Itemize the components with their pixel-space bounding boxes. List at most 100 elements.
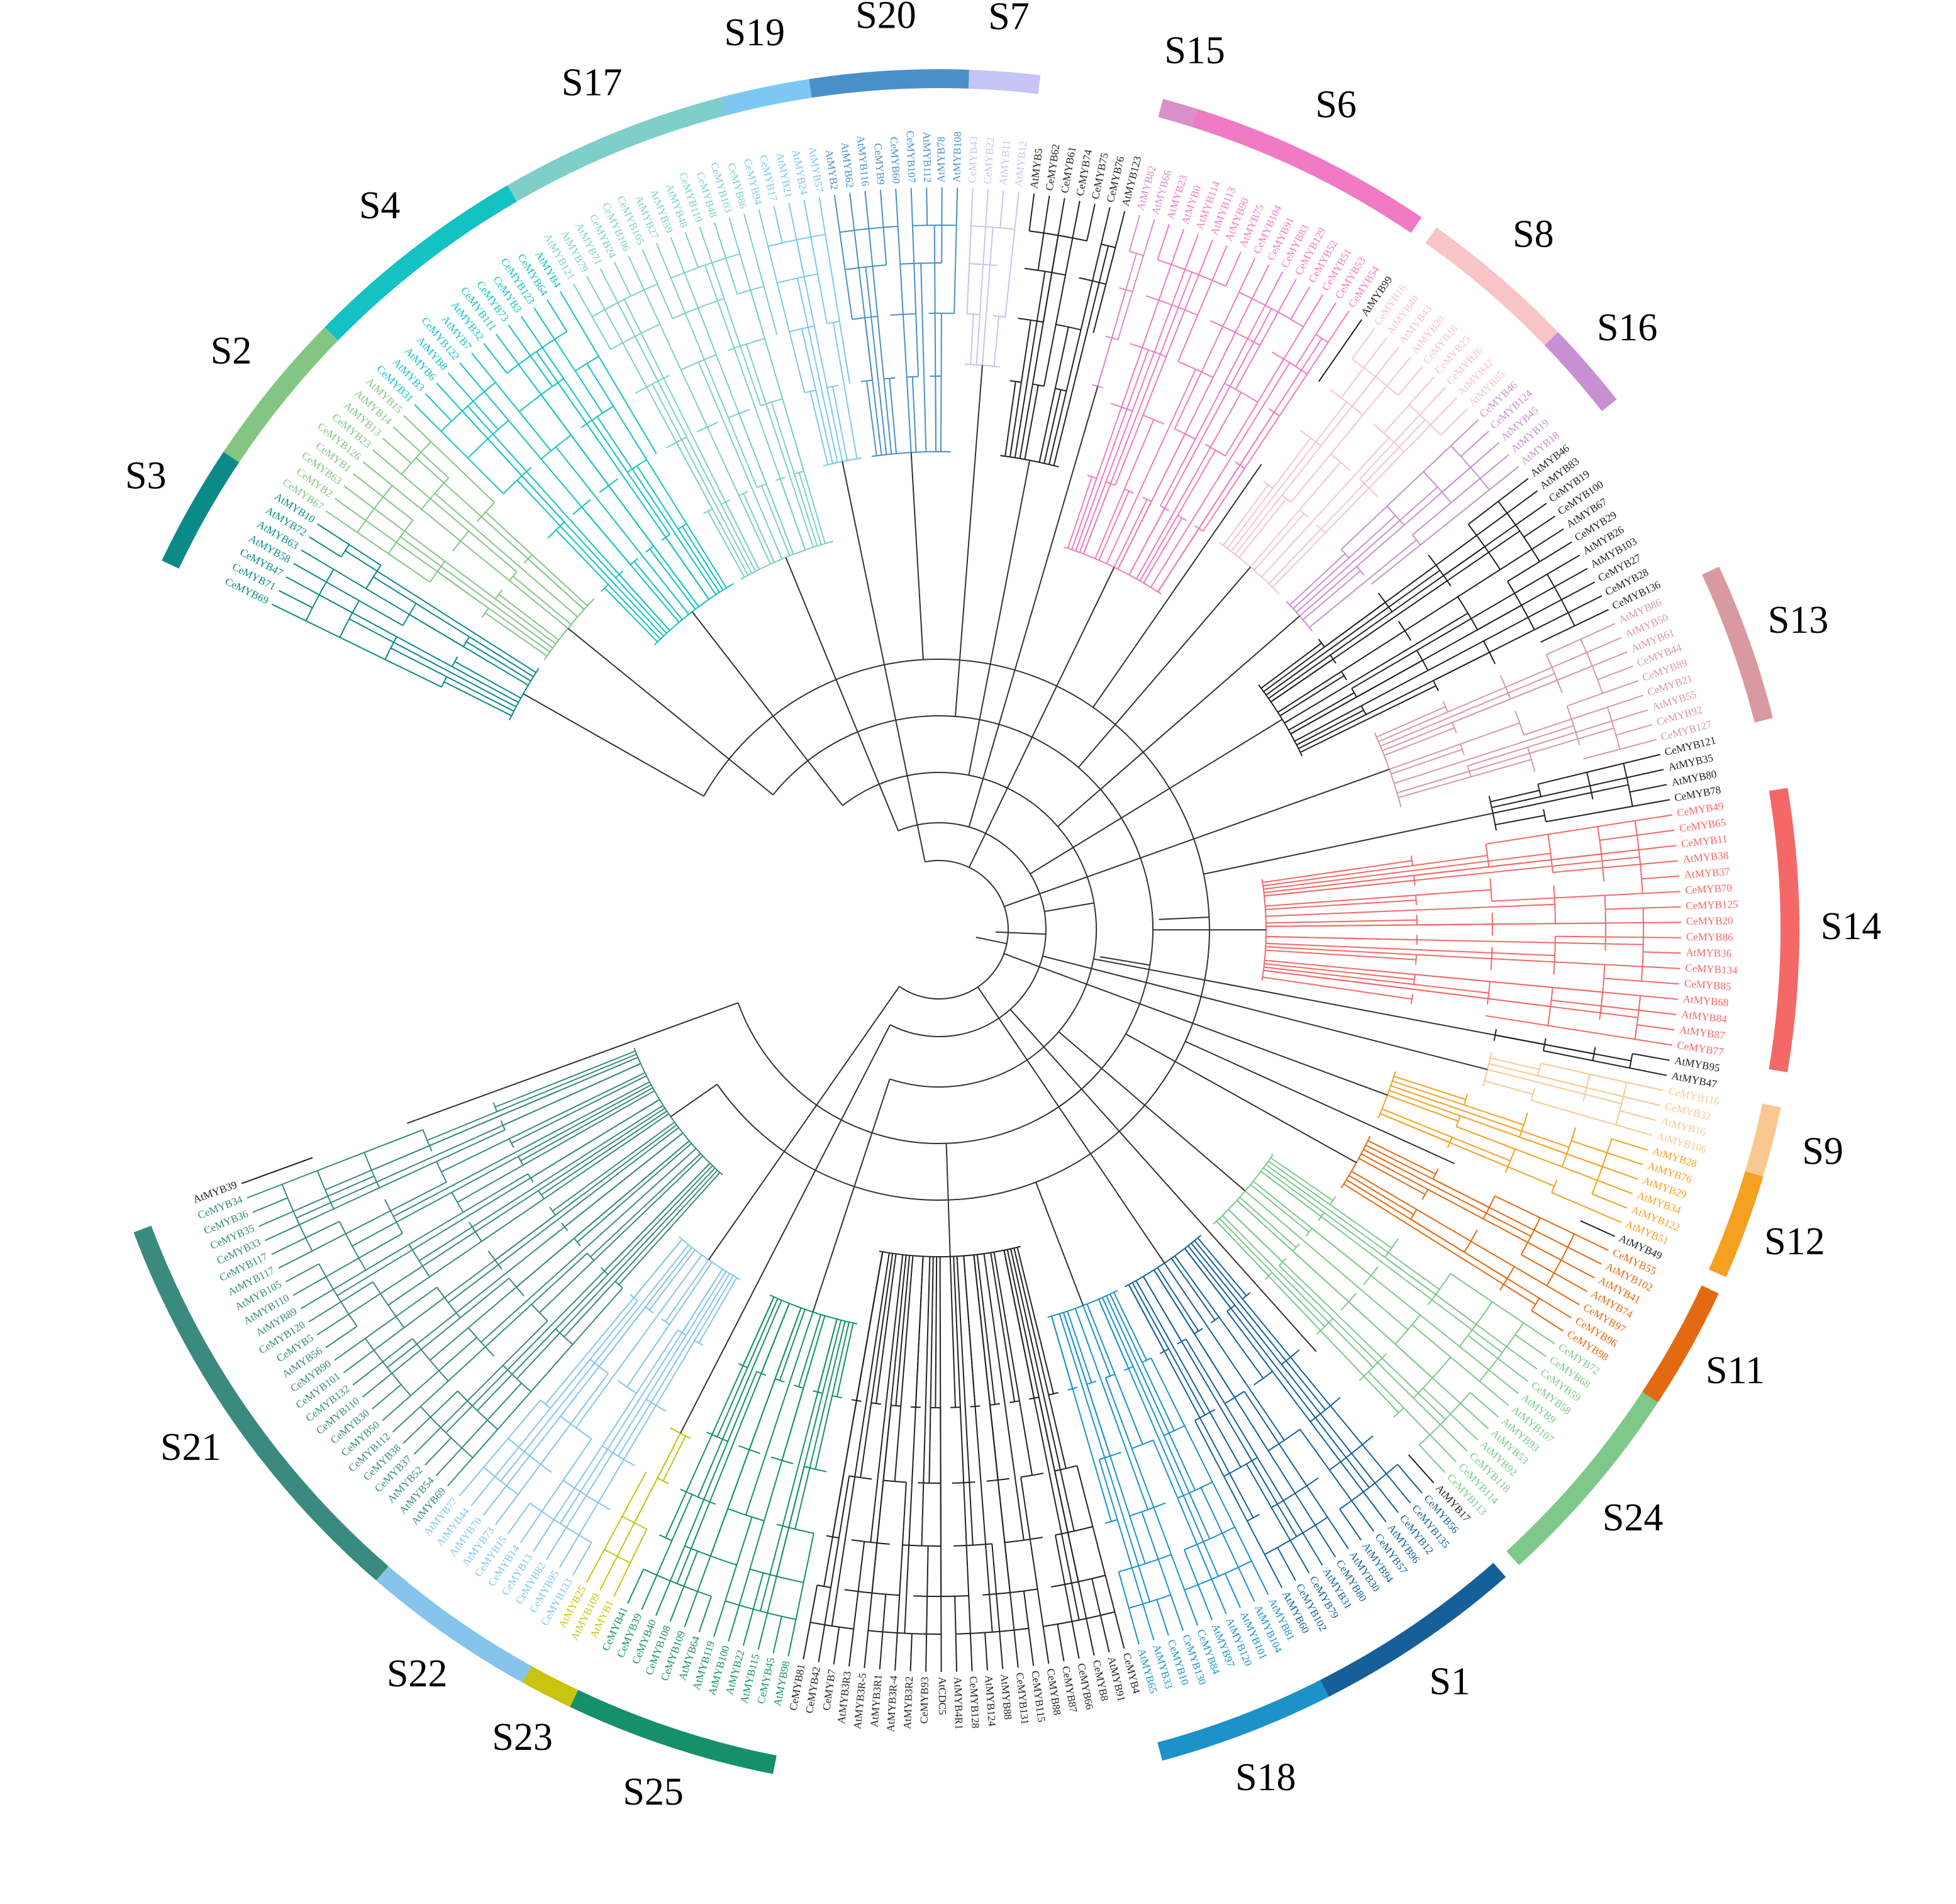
branch: [1398, 759, 1532, 799]
branch: [558, 1405, 657, 1568]
branch: [1632, 1053, 1670, 1061]
branch: [487, 1250, 503, 1270]
branch: [252, 1197, 288, 1213]
branch: [1143, 1276, 1298, 1537]
branch: [1076, 1465, 1125, 1649]
branch: [1109, 1293, 1175, 1432]
branch: [1038, 326, 1069, 463]
branch: [1491, 958, 1681, 969]
group-label-S20: S20: [855, 0, 916, 37]
clade-UC: AtMYB46AtMYB83CeMYB19CeMYB100AtMYB67CeMY…: [1528, 442, 1663, 612]
branch: [409, 613, 529, 686]
clade-S17: AtMYB121AtMYB79AtMYB71CeMYB24CeMYB106CeM…: [542, 161, 749, 282]
branch: [1023, 1591, 1035, 1666]
branch: [1380, 1113, 1555, 1187]
leaf-label: AtMYB112: [921, 131, 933, 182]
leaf-label: CeMYB62: [1043, 143, 1062, 192]
branch: [617, 1379, 637, 1394]
branch: [1265, 936, 1643, 945]
branch: [1495, 815, 1545, 826]
band-S20: [809, 69, 970, 98]
branch: [1260, 1171, 1503, 1354]
branch: [1288, 692, 1355, 731]
band-S8: [1425, 227, 1559, 345]
leaf-label: AtMYB37: [1684, 866, 1730, 881]
branch: [995, 931, 1046, 935]
branch: [285, 1263, 320, 1283]
branch: [1580, 638, 1604, 694]
branch: [1067, 476, 1093, 549]
leaf-label: CeMYB134: [1685, 962, 1738, 976]
branch: [1230, 401, 1347, 552]
branch: [546, 299, 568, 332]
group-label-S14: S14: [1821, 905, 1881, 948]
branch: [436, 1287, 461, 1318]
branch: [1552, 860, 1678, 873]
branch: [842, 772, 1097, 1088]
branch: [983, 1253, 1025, 1540]
branch: [1117, 332, 1236, 570]
branch: [750, 290, 826, 544]
branch: [1272, 487, 1370, 588]
branch: [895, 1255, 911, 1406]
branch: [1270, 530, 1520, 703]
branch: [1367, 1140, 1436, 1175]
branch: [1329, 1435, 1374, 1471]
branch: [475, 1107, 665, 1233]
branch: [1279, 675, 1345, 716]
branch: [636, 465, 720, 593]
branch: [981, 227, 994, 365]
leaf-label: CeMYB93: [918, 1677, 931, 1724]
band-S23: [522, 1666, 579, 1707]
branch: [963, 1255, 993, 1632]
leaf-label: CeMYB86: [1686, 931, 1733, 944]
group-labels: S3 S2 S4 S17 S19 S20 S7 S15 S6 S8 S16 S13 S14 S9 S12 S1…: [125, 0, 1881, 1813]
branch: [387, 1113, 669, 1306]
branch: [968, 460, 1031, 776]
branch: [316, 1231, 476, 1335]
branch: [708, 986, 900, 1261]
branch: [1504, 1149, 1516, 1173]
branch: [823, 1252, 884, 1587]
leaf-label: AtMYB5: [1028, 148, 1045, 189]
branch: [803, 199, 828, 324]
branch: [1202, 310, 1350, 532]
branch: [362, 1278, 510, 1398]
branch: [1265, 922, 1606, 927]
clade-S25: AtMYB98CeMYB45AtMYB115AtMYB22AtMYB100AtM…: [599, 1605, 792, 1707]
branch: [613, 262, 631, 297]
branch: [1410, 994, 1413, 1005]
branch: [418, 1105, 664, 1262]
branch: [1264, 856, 1640, 897]
branch: [1128, 308, 1272, 576]
branch: [1523, 515, 1556, 538]
branch: [1019, 235, 1059, 459]
branch: [1150, 1357, 1269, 1595]
branch: [1092, 207, 1111, 281]
branch: [899, 860, 1009, 1000]
branch: [953, 187, 959, 314]
branch: [316, 1170, 335, 1210]
branch: [1490, 789, 1540, 803]
branch: [1223, 484, 1269, 546]
branch: [682, 526, 724, 591]
branch: [736, 286, 764, 295]
branch: [1303, 570, 1361, 621]
branch: [779, 1309, 806, 1381]
branch: [613, 1528, 648, 1598]
branch: [1514, 1334, 1547, 1357]
branch: [1397, 1464, 1423, 1494]
branch: [871, 1255, 907, 1593]
branch: [487, 438, 667, 634]
branch: [697, 362, 783, 560]
branch: [508, 1438, 552, 1473]
band-S18: [1157, 1679, 1329, 1761]
branch: [241, 1157, 313, 1184]
leaf-label: CeMYB11: [1681, 833, 1728, 850]
branch: [436, 571, 550, 653]
branch: [1279, 1265, 1468, 1452]
branch: [1540, 1062, 1664, 1091]
branch: [1226, 1310, 1387, 1523]
band-S19: [721, 79, 812, 116]
